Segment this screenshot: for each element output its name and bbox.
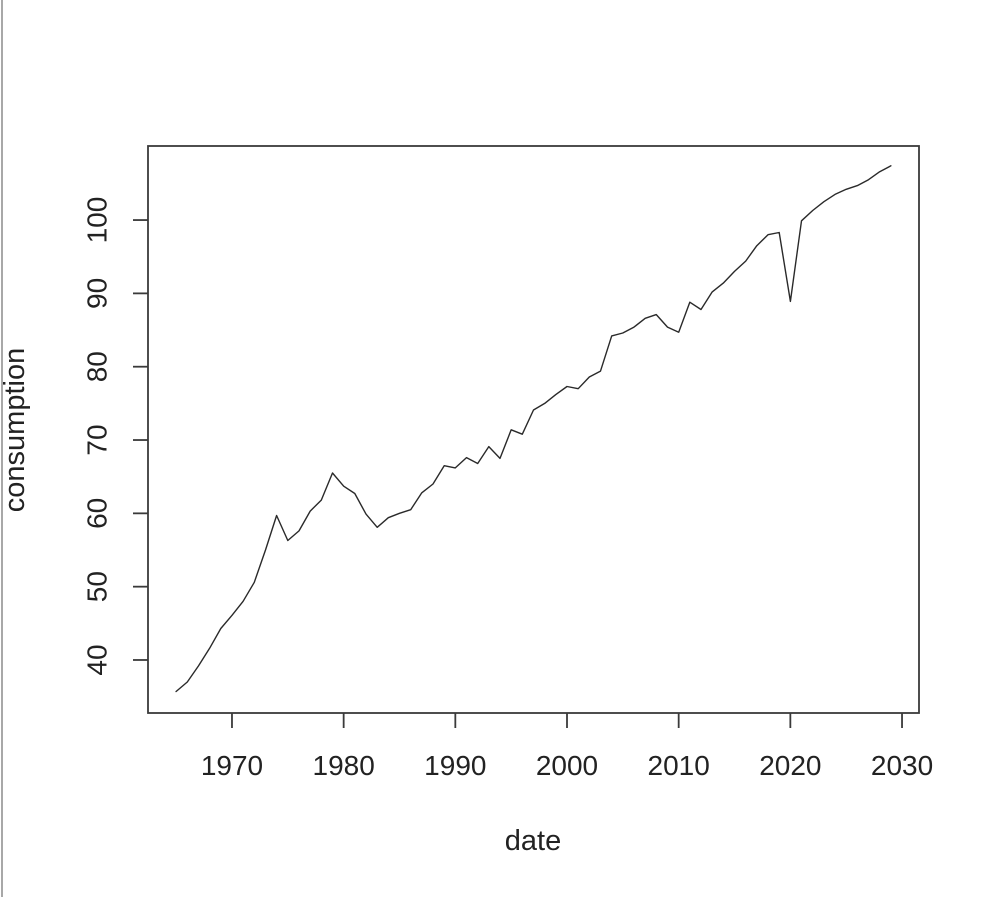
y-tick-label: 60 xyxy=(82,498,113,529)
y-tick-label: 50 xyxy=(82,571,113,602)
x-tick-label: 1990 xyxy=(424,750,486,781)
x-tick-label: 2020 xyxy=(759,750,821,781)
y-tick-label: 70 xyxy=(82,424,113,455)
x-tick-label: 1980 xyxy=(313,750,375,781)
y-tick-label: 90 xyxy=(82,278,113,309)
y-axis-label: consumption xyxy=(0,348,31,512)
y-tick-label: 80 xyxy=(82,351,113,382)
x-axis-label: date xyxy=(505,825,561,857)
y-tick-label: 100 xyxy=(82,197,113,244)
x-tick-label: 2030 xyxy=(871,750,933,781)
y-tick-label: 40 xyxy=(82,644,113,675)
x-tick-label: 1970 xyxy=(201,750,263,781)
x-tick-label: 2000 xyxy=(536,750,598,781)
window-left-border xyxy=(1,0,3,897)
x-tick-label: 2010 xyxy=(648,750,710,781)
consumption-line xyxy=(175,165,892,693)
y-axis-ticks: 40 50 60 70 80 90 100 xyxy=(82,197,148,676)
x-axis-ticks: 1970 1980 1990 2000 2010 2020 2030 xyxy=(201,713,933,781)
plot-area-border xyxy=(147,145,920,714)
